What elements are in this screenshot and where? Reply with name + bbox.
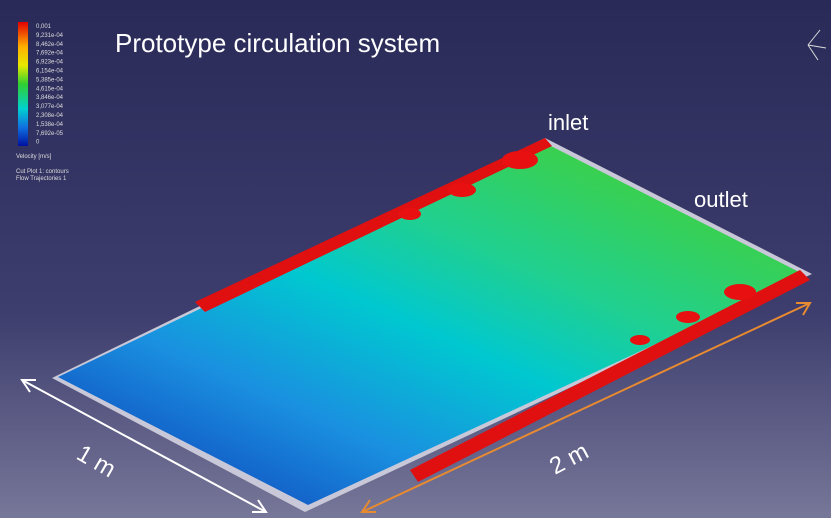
legend-value: 7,692e-04 (36, 51, 64, 57)
plot-info: Flow Trajectories 1 (16, 176, 67, 182)
legend-value: 3,077e-04 (36, 104, 64, 110)
legend-quantity: Velocity [m/s] (16, 154, 52, 160)
legend-value: 5,385e-04 (36, 77, 64, 83)
legend-value: 7,692e-05 (36, 131, 64, 137)
inlet-label: inlet (548, 110, 588, 135)
legend-value: 6,923e-04 (36, 60, 64, 66)
outlet-label: outlet (694, 187, 748, 212)
plot-info: Cut Plot 1: contours (16, 169, 69, 175)
legend-value: 1,538e-04 (36, 122, 64, 128)
legend-value: 4,615e-04 (36, 86, 64, 92)
legend-value: 2,308e-04 (36, 113, 64, 119)
legend-value: 6,154e-04 (36, 69, 64, 75)
legend-value: 9,231e-04 (36, 33, 64, 39)
legend-value: 0,001 (36, 24, 52, 30)
legend-value: 3,846e-04 (36, 95, 64, 101)
screenshot: 0,001 9,231e-04 8,462e-04 7,692e-04 6,923e-0… (0, 0, 831, 518)
legend-value: 8,462e-04 (36, 42, 64, 48)
color-bar (18, 22, 28, 146)
title: Prototype circulation system (115, 28, 440, 58)
